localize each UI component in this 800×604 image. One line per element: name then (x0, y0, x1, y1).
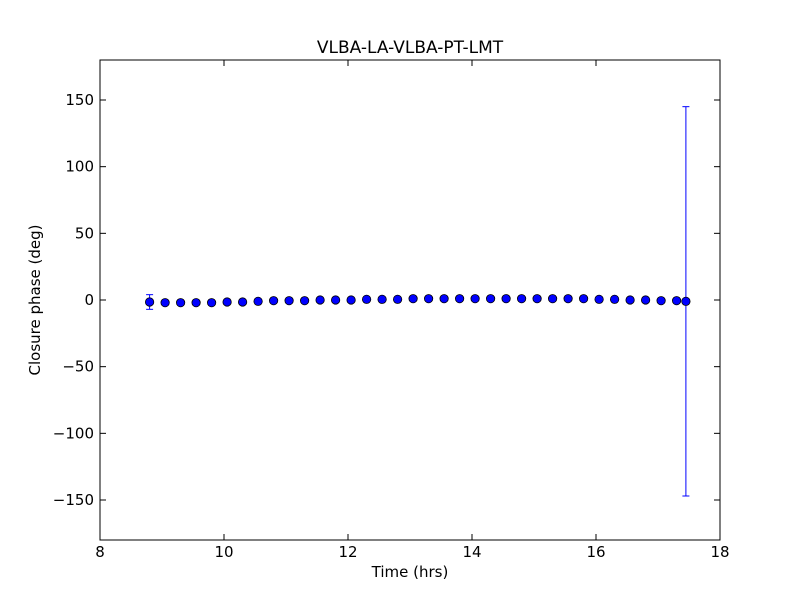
data-point (640, 295, 651, 305)
data-point (485, 294, 496, 304)
data-point (377, 294, 387, 304)
data-point (594, 294, 604, 304)
data-point (222, 297, 232, 307)
data-point (532, 294, 542, 304)
x-tick-label: 12 (338, 543, 357, 561)
data-point (671, 296, 682, 306)
ticks-layer: 8 10 12 14 16 18 −150 −100 −50 0 50 100 150 (53, 60, 730, 561)
y-axis-label: Closure phase (deg) (26, 225, 44, 376)
data-point (681, 296, 691, 306)
data-point (253, 296, 263, 306)
data-point (408, 294, 418, 304)
data-point (625, 295, 635, 305)
y-tick-label: −100 (53, 424, 94, 442)
y-tick-label: 150 (65, 91, 94, 109)
data-point (330, 295, 341, 305)
data-point (238, 297, 248, 307)
data-point (160, 298, 170, 308)
data-point (470, 294, 480, 304)
data-point (284, 296, 294, 306)
y-tick-label: −50 (62, 358, 94, 376)
x-tick-label: 14 (462, 543, 481, 561)
data-point (268, 296, 279, 306)
data-point (454, 294, 465, 304)
data-point (176, 298, 186, 308)
y-tick-label: 0 (84, 291, 94, 309)
y-tick-label: −150 (53, 491, 94, 509)
data-point (145, 297, 155, 307)
data-point (563, 294, 573, 304)
data-point (656, 296, 666, 306)
x-tick-label: 8 (95, 543, 105, 561)
data-point (547, 294, 558, 304)
data-point (207, 298, 217, 308)
data-point (439, 294, 449, 304)
data-point (346, 295, 356, 305)
x-tick-label: 10 (214, 543, 233, 561)
data-point (361, 294, 372, 304)
data-point (299, 296, 310, 306)
series-layer (145, 106, 691, 497)
chart-title: VLBA-LA-VLBA-PT-LMT (317, 38, 504, 58)
data-point (423, 294, 434, 304)
data-point (315, 295, 325, 305)
data-point (516, 294, 527, 304)
data-point (578, 294, 589, 304)
x-axis-label: Time (hrs) (371, 563, 449, 581)
data-point (609, 294, 620, 304)
data-point (501, 294, 511, 304)
data-point (191, 298, 201, 308)
data-point (392, 294, 403, 304)
x-tick-label: 16 (586, 543, 605, 561)
y-tick-label: 100 (65, 158, 94, 176)
y-tick-label: 50 (75, 224, 94, 242)
x-tick-label: 18 (710, 543, 729, 561)
plot-frame (99, 59, 721, 541)
